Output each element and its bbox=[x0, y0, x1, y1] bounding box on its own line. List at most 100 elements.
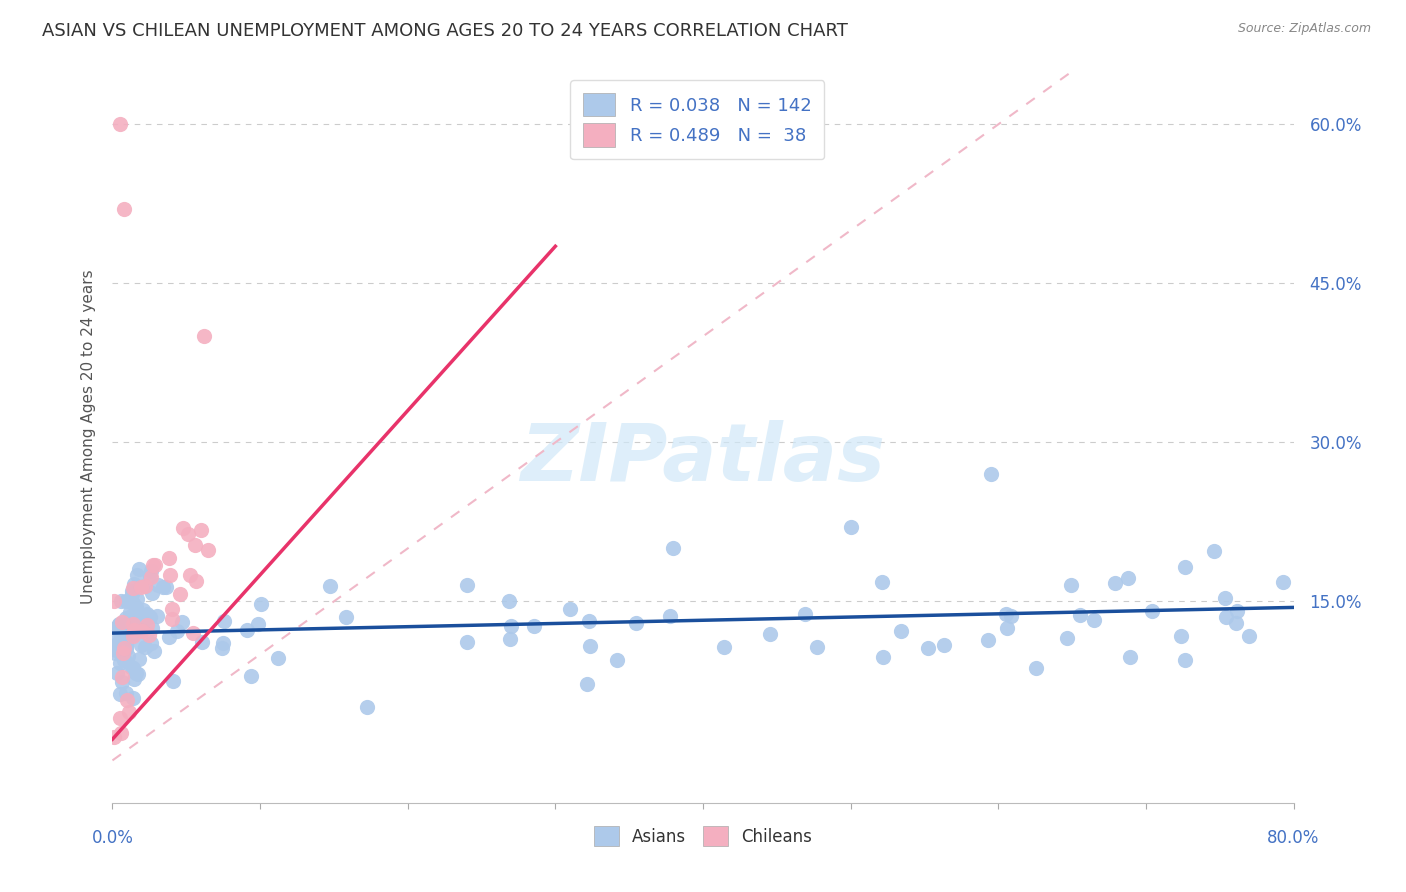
Point bbox=[127, 617, 149, 632]
Point bbox=[110, 656, 132, 670]
Point bbox=[1170, 629, 1192, 643]
Point bbox=[1202, 543, 1225, 558]
Point bbox=[128, 652, 150, 666]
Point bbox=[157, 630, 180, 644]
Text: Source: ZipAtlas.com: Source: ZipAtlas.com bbox=[1237, 22, 1371, 36]
Point bbox=[839, 520, 862, 534]
Point bbox=[1215, 610, 1237, 624]
Point bbox=[115, 611, 138, 625]
Point bbox=[111, 627, 134, 641]
Point bbox=[131, 616, 153, 631]
Point bbox=[191, 635, 214, 649]
Point bbox=[166, 624, 188, 638]
Point bbox=[134, 579, 156, 593]
Point bbox=[134, 579, 156, 593]
Point bbox=[108, 617, 131, 632]
Point bbox=[157, 550, 180, 565]
Text: ASIAN VS CHILEAN UNEMPLOYMENT AMONG AGES 20 TO 24 YEARS CORRELATION CHART: ASIAN VS CHILEAN UNEMPLOYMENT AMONG AGES… bbox=[42, 22, 848, 40]
Point bbox=[112, 652, 135, 666]
Point bbox=[122, 595, 145, 609]
Point bbox=[120, 660, 142, 674]
Point bbox=[111, 647, 134, 661]
Point bbox=[112, 202, 135, 216]
Point bbox=[110, 594, 132, 608]
Point bbox=[139, 609, 162, 624]
Point bbox=[111, 670, 134, 684]
Point bbox=[146, 578, 169, 592]
Point bbox=[141, 586, 163, 600]
Point bbox=[122, 581, 145, 595]
Point bbox=[560, 602, 582, 616]
Point bbox=[889, 624, 911, 639]
Point bbox=[110, 726, 132, 740]
Point bbox=[125, 591, 148, 606]
Point bbox=[169, 587, 191, 601]
Point bbox=[122, 661, 145, 675]
Point bbox=[108, 117, 131, 131]
Point bbox=[128, 562, 150, 576]
Point bbox=[105, 643, 128, 657]
Point bbox=[129, 638, 152, 652]
Point bbox=[159, 568, 181, 582]
Point bbox=[121, 587, 143, 601]
Point bbox=[125, 600, 148, 615]
Point bbox=[112, 625, 135, 640]
Point bbox=[1237, 630, 1260, 644]
Point bbox=[139, 568, 162, 582]
Point bbox=[114, 632, 136, 646]
Point bbox=[131, 624, 153, 638]
Point bbox=[335, 610, 357, 624]
Point bbox=[135, 618, 157, 632]
Point bbox=[1060, 578, 1083, 592]
Point bbox=[759, 627, 782, 641]
Point bbox=[170, 615, 193, 629]
Text: ZIPatlas: ZIPatlas bbox=[520, 420, 886, 498]
Point bbox=[872, 650, 894, 665]
Point bbox=[143, 644, 166, 658]
Point bbox=[127, 615, 149, 630]
Point bbox=[184, 538, 207, 552]
Point bbox=[114, 594, 136, 608]
Point bbox=[160, 602, 183, 616]
Point bbox=[624, 615, 647, 630]
Point bbox=[197, 542, 219, 557]
Point bbox=[111, 674, 134, 689]
Point bbox=[111, 644, 134, 658]
Point bbox=[1226, 604, 1249, 618]
Point bbox=[575, 677, 598, 691]
Point bbox=[110, 615, 132, 630]
Point bbox=[112, 640, 135, 655]
Point bbox=[155, 580, 177, 594]
Point bbox=[917, 640, 939, 655]
Point bbox=[162, 674, 184, 689]
Point bbox=[658, 608, 681, 623]
Point bbox=[172, 521, 194, 535]
Point bbox=[267, 651, 290, 665]
Point bbox=[578, 615, 600, 629]
Point bbox=[980, 467, 1002, 482]
Point bbox=[129, 580, 152, 594]
Point bbox=[499, 632, 522, 646]
Point bbox=[806, 640, 828, 655]
Point bbox=[108, 711, 131, 725]
Point bbox=[132, 603, 155, 617]
Point bbox=[1142, 604, 1164, 618]
Point bbox=[115, 633, 138, 648]
Point bbox=[523, 619, 546, 633]
Point bbox=[1173, 652, 1195, 666]
Point bbox=[120, 608, 142, 623]
Point bbox=[122, 616, 145, 631]
Point bbox=[1083, 613, 1105, 627]
Point bbox=[193, 329, 215, 343]
Point bbox=[146, 608, 169, 623]
Point bbox=[190, 524, 212, 538]
Point bbox=[456, 635, 478, 649]
Point bbox=[117, 624, 139, 639]
Point bbox=[793, 607, 815, 621]
Point bbox=[107, 623, 129, 637]
Point bbox=[125, 665, 148, 680]
Text: 80.0%: 80.0% bbox=[1267, 829, 1320, 847]
Point bbox=[212, 614, 235, 628]
Point bbox=[179, 567, 201, 582]
Point bbox=[110, 687, 132, 701]
